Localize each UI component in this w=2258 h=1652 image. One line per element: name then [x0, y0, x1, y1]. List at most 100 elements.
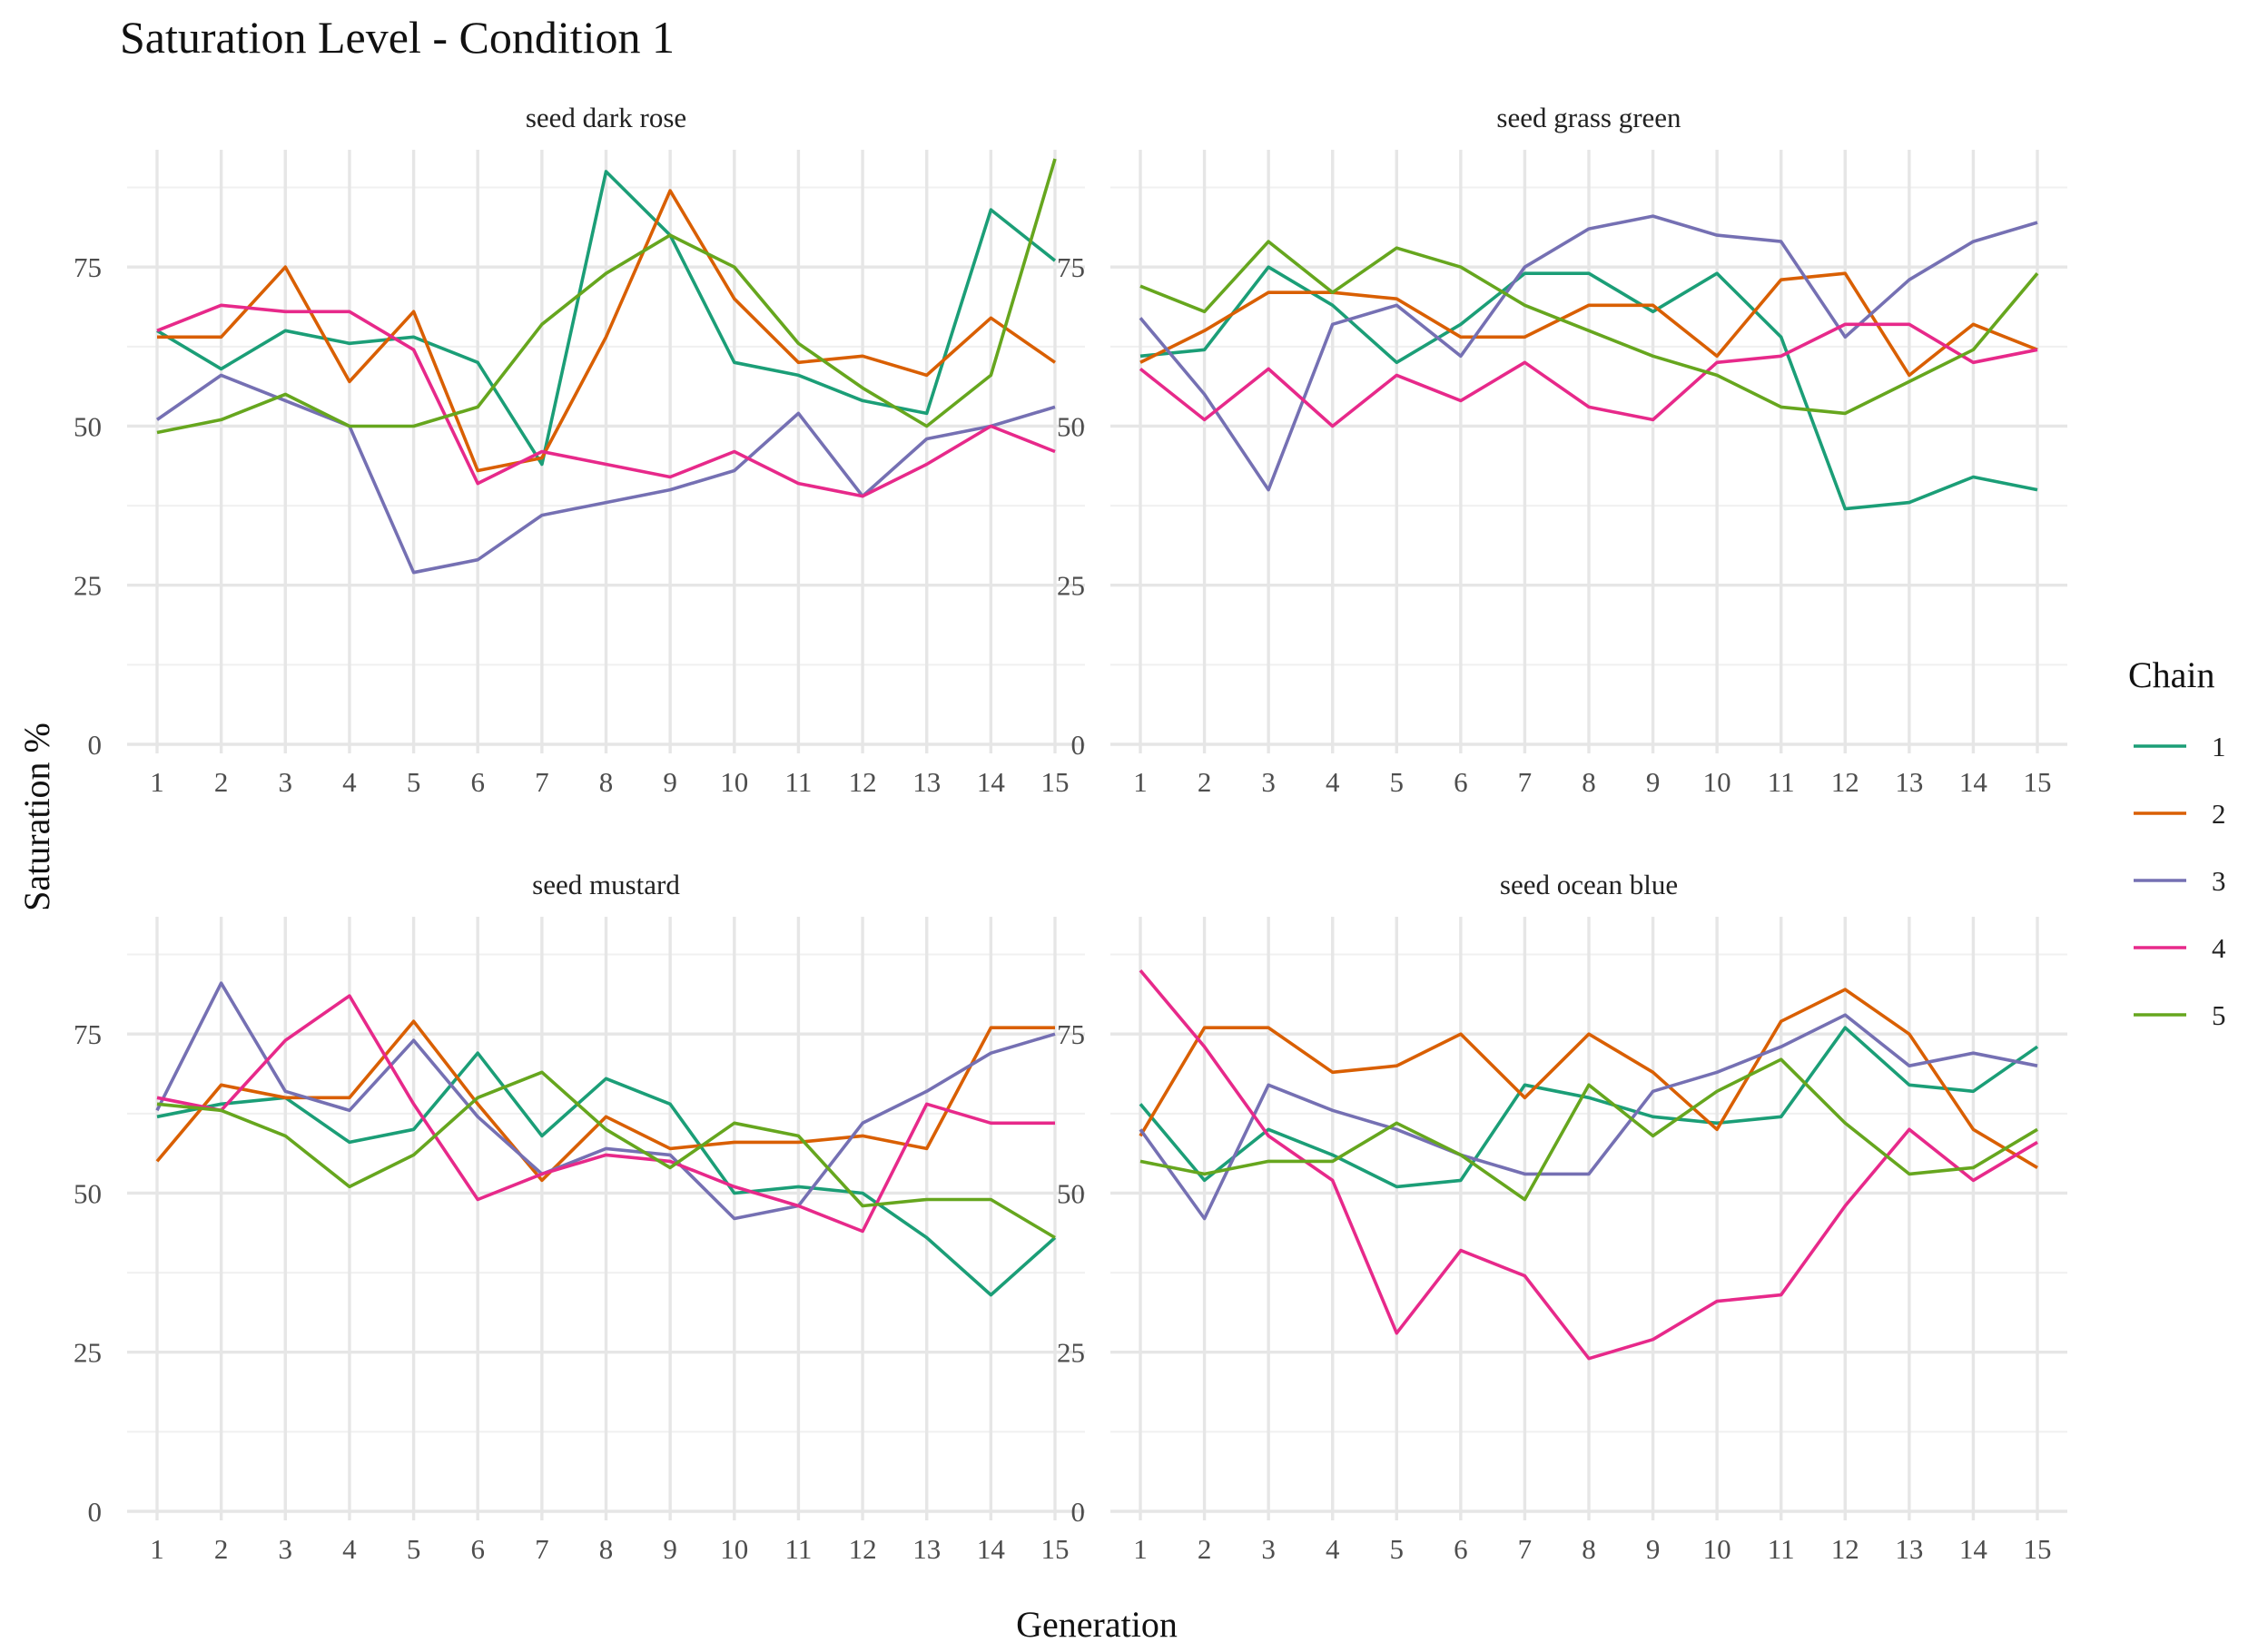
- x-tick-label: 13: [912, 1533, 941, 1565]
- x-tick-label: 4: [342, 766, 357, 798]
- legend-title: Chain: [2128, 654, 2215, 695]
- x-tick-label: 1: [150, 1533, 164, 1565]
- y-tick-label: 75: [74, 251, 102, 283]
- x-tick-label: 13: [1895, 1533, 1923, 1565]
- y-tick-label: 75: [1057, 1018, 1085, 1050]
- panel-title: seed mustard: [532, 869, 680, 900]
- x-tick-label: 1: [1133, 766, 1148, 798]
- x-tick-label: 3: [279, 1533, 293, 1565]
- series-line-chain-1: [1139, 1026, 2039, 1189]
- x-tick-label: 4: [342, 1533, 357, 1565]
- legend-item: 4: [2134, 932, 2226, 964]
- y-tick-label: 25: [74, 1337, 102, 1369]
- legend-label: 5: [2212, 999, 2226, 1031]
- x-tick-label: 9: [663, 1533, 677, 1565]
- x-tick-label: 1: [150, 766, 164, 798]
- x-tick-label: 15: [1041, 766, 1070, 798]
- series-line-chain-3: [155, 981, 1056, 1221]
- x-tick-label: 9: [1646, 766, 1661, 798]
- series-line-chain-2: [157, 189, 1057, 473]
- x-tick-label: 5: [1390, 1533, 1405, 1565]
- x-tick-label: 11: [1768, 1533, 1795, 1565]
- legend-item: 3: [2134, 865, 2226, 897]
- x-tick-label: 12: [1831, 1533, 1859, 1565]
- y-tick-label: 25: [1057, 570, 1085, 602]
- x-tick-label: 1: [1133, 1533, 1148, 1565]
- series-line-chain-3: [155, 373, 1056, 575]
- y-tick-label: 0: [88, 1496, 103, 1528]
- x-tick-label: 8: [599, 1533, 614, 1565]
- series-line-chain-4: [1139, 969, 2038, 1361]
- x-tick-label: 13: [1895, 766, 1923, 798]
- x-tick-label: 14: [1959, 766, 1988, 798]
- legend-item: 2: [2134, 798, 2226, 830]
- x-tick-label: 5: [1390, 766, 1405, 798]
- x-tick-label: 3: [279, 766, 293, 798]
- y-tick-label: 50: [1057, 1177, 1085, 1209]
- x-tick-label: 10: [1703, 766, 1731, 798]
- x-tick-label: 9: [1646, 1533, 1661, 1565]
- series-line-chain-5: [156, 158, 1057, 435]
- y-tick-label: 0: [1071, 729, 1086, 761]
- x-tick-label: 10: [720, 1533, 748, 1565]
- legend-item: 1: [2134, 731, 2226, 762]
- y-tick-label: 50: [74, 1177, 102, 1209]
- x-tick-label: 15: [2024, 1533, 2052, 1565]
- x-tick-label: 10: [720, 766, 748, 798]
- x-tick-label: 12: [1831, 766, 1859, 798]
- x-tick-label: 2: [1198, 766, 1212, 798]
- panel-title: seed dark rose: [526, 102, 686, 133]
- series-line-chain-1: [1139, 265, 2038, 511]
- y-tick-label: 0: [1071, 1496, 1086, 1528]
- y-tick-label: 50: [74, 410, 102, 442]
- y-tick-label: 75: [1057, 251, 1085, 283]
- x-tick-label: 7: [1518, 1533, 1533, 1565]
- legend-label: 1: [2212, 731, 2226, 762]
- legend-label: 4: [2212, 932, 2226, 964]
- panel-title: seed ocean blue: [1500, 869, 1678, 900]
- series-line-chain-3: [1139, 214, 2038, 492]
- x-tick-label: 4: [1326, 766, 1340, 798]
- x-tick-label: 8: [1582, 1533, 1596, 1565]
- series-line-chain-3: [1139, 1013, 2038, 1221]
- x-tick-label: 11: [1768, 766, 1795, 798]
- x-tick-label: 12: [849, 766, 877, 798]
- x-tick-label: 14: [1959, 1533, 1988, 1565]
- series-line-chain-4: [156, 303, 1056, 498]
- x-tick-label: 5: [407, 1533, 421, 1565]
- x-tick-label: 3: [1261, 766, 1276, 798]
- legend: Chain 1 2 3 4 5: [2128, 654, 2226, 1031]
- legend-item: 5: [2134, 999, 2226, 1031]
- x-tick-label: 15: [1041, 1533, 1070, 1565]
- x-tick-label: 7: [535, 1533, 549, 1565]
- series-line-chain-1: [156, 1051, 1057, 1297]
- legend-label: 2: [2212, 798, 2226, 830]
- x-axis-title: Generation: [1016, 1604, 1178, 1645]
- x-tick-label: 15: [2024, 766, 2052, 798]
- x-tick-label: 7: [1518, 766, 1533, 798]
- y-tick-label: 0: [88, 729, 103, 761]
- x-tick-label: 8: [1582, 766, 1596, 798]
- series-line-chain-2: [1139, 988, 2038, 1169]
- y-axis-title: Saturation %: [16, 723, 57, 911]
- x-tick-label: 7: [535, 766, 549, 798]
- chart-title: Saturation Level - Condition 1: [120, 12, 675, 63]
- y-tick-label: 25: [74, 570, 102, 602]
- x-tick-label: 11: [784, 1533, 812, 1565]
- series-line-chain-5: [1139, 1057, 2038, 1202]
- series-line-chain-4: [1139, 322, 2038, 428]
- series-line-chain-5: [1139, 240, 2039, 416]
- x-tick-label: 10: [1703, 1533, 1731, 1565]
- series-line-chain-2: [1139, 271, 2038, 378]
- y-tick-label: 50: [1057, 410, 1085, 442]
- x-tick-label: 4: [1326, 1533, 1340, 1565]
- x-tick-label: 12: [849, 1533, 877, 1565]
- y-tick-label: 75: [74, 1018, 102, 1050]
- series-line-chain-5: [156, 1070, 1056, 1240]
- x-tick-label: 13: [912, 766, 941, 798]
